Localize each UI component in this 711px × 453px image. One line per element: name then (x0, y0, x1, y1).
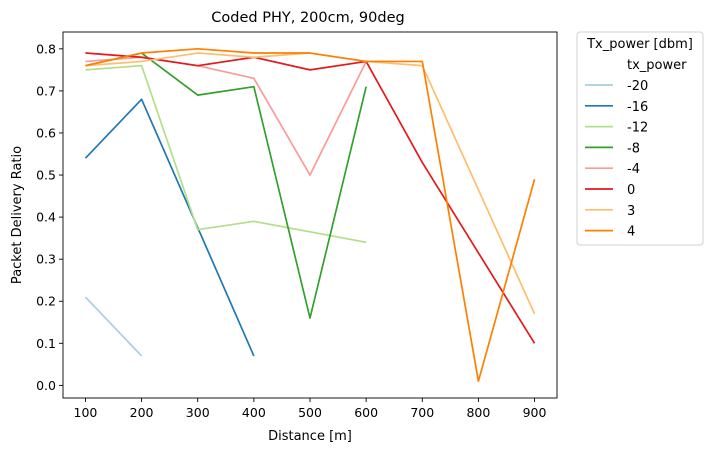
plot-frame (62, 31, 558, 399)
legend: Tx_power [dbm] tx_power -20 -16 -12 -8 -4 0 3 4 (576, 31, 704, 246)
y-tick-label: 0.8 (36, 41, 56, 56)
y-axis-label: Packet Delivery Ratio (10, 146, 25, 284)
y-tick-label: 0.3 (36, 252, 56, 267)
series-line-0 (84, 296, 143, 357)
legend-subtitle: tx_power (627, 58, 687, 73)
x-tick-label: 900 (523, 405, 547, 420)
series-line-1 (84, 98, 255, 357)
y-tick-label: 0.2 (36, 294, 56, 309)
x-axis: 100 200 300 400 500 600 700 800 900 (74, 398, 547, 420)
series-line-3 (85, 52, 367, 319)
legend-items: -20 -16 -12 -8 -4 0 3 4 (585, 79, 648, 240)
chart-title: Coded PHY, 200cm, 90deg (211, 10, 404, 26)
x-tick-label: 400 (242, 405, 266, 420)
x-tick-label: 200 (130, 405, 154, 420)
legend-title: Tx_power [dbm] (586, 37, 693, 52)
series-line-5 (85, 52, 536, 344)
legend-label-7: 4 (627, 225, 635, 240)
legend-label-0: -20 (627, 79, 648, 94)
legend-label-4: -4 (627, 162, 640, 177)
x-tick-label: 600 (354, 405, 378, 420)
series-line-7 (85, 47, 536, 383)
x-tick-label: 500 (298, 405, 322, 420)
series-line-2 (85, 64, 367, 244)
legend-label-3: -8 (627, 141, 640, 156)
legend-label-1: -16 (627, 100, 648, 115)
x-tick-label: 100 (74, 405, 98, 420)
series-line-6 (85, 52, 536, 315)
series-layer (84, 47, 536, 383)
legend-label-5: 0 (627, 183, 635, 198)
y-tick-label: 0.7 (36, 83, 56, 98)
x-tick-label: 700 (410, 405, 434, 420)
y-tick-label: 0.4 (36, 210, 56, 225)
y-axis: 0.0 0.1 0.2 0.3 0.4 0.5 0.6 0.7 0.8 (36, 41, 63, 393)
y-tick-label: 0.6 (36, 125, 56, 140)
legend-label-2: -12 (627, 121, 648, 136)
y-tick-label: 0.0 (36, 378, 56, 393)
y-tick-label: 0.1 (36, 336, 56, 351)
legend-label-6: 3 (627, 204, 635, 219)
x-axis-label: Distance [m] (268, 429, 352, 444)
x-tick-label: 800 (466, 405, 490, 420)
x-tick-label: 300 (186, 405, 210, 420)
series-line-4 (85, 56, 367, 176)
y-tick-label: 0.5 (36, 168, 56, 183)
